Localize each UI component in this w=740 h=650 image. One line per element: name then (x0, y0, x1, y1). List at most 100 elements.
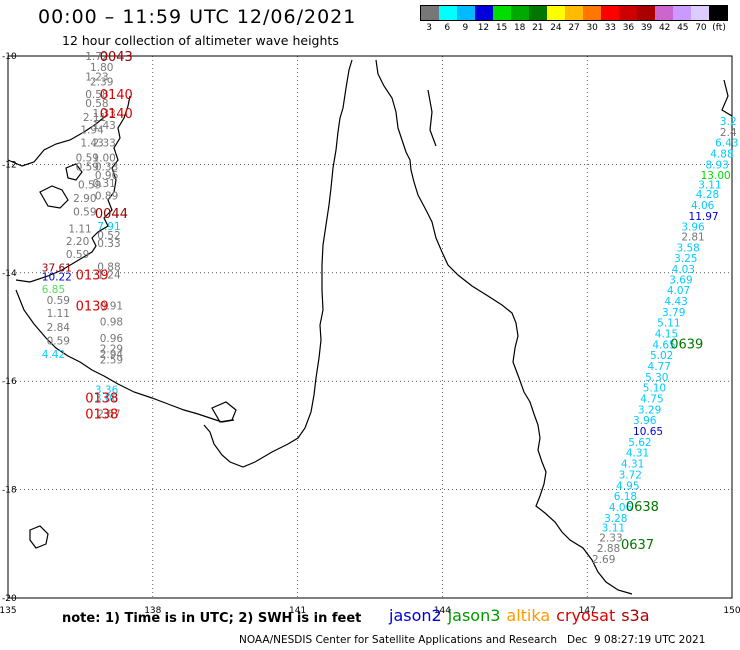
legend-bin-label: 21 (532, 23, 544, 33)
legend-colorbar (420, 5, 728, 21)
wave-height-value: 8.93 (705, 159, 728, 171)
pass-time-label: 0140 (100, 88, 133, 103)
wave-height-value: 0.89 (95, 190, 118, 202)
legend-swatch (709, 6, 727, 20)
wave-height-value: 0.59 (78, 179, 101, 191)
legend-swatch (619, 6, 637, 20)
pass-time-label: 0637 (621, 538, 654, 553)
wave-height-value: 3.11 (698, 179, 721, 191)
wave-height-value: 2.20 (66, 236, 89, 248)
wave-height-value: 3.79 (662, 307, 685, 319)
wave-height-value: 5.30 (645, 372, 668, 384)
lat-tick-label: -14 (2, 269, 17, 279)
wave-height-value: 1.24 (97, 269, 121, 281)
wave-height-value: 0.59 (47, 336, 70, 348)
lon-tick-label: 135 (0, 606, 17, 616)
wave-height-value: 0.59 (76, 152, 99, 164)
wave-height-value: 6.85 (42, 284, 65, 296)
wave-height-value: 2.33 (599, 532, 622, 544)
lon-tick-label: 141 (289, 606, 306, 616)
legend-bin-label: 45 (677, 23, 689, 33)
lon-tick-label: 138 (144, 606, 161, 616)
wave-height-value: 4.75 (640, 394, 663, 406)
wave-height-value: 3.58 (676, 242, 699, 254)
wave-height-value: 2.88 (597, 543, 620, 555)
wave-height-value: 0.59 (73, 207, 96, 219)
wave-height-value: 3.28 (604, 513, 627, 525)
satellite-key: jason2 jason3 altika cryosat s3a (389, 606, 656, 625)
legend-bin-label: 3 (426, 23, 432, 33)
wave-height-value: 0.33 (95, 162, 118, 174)
legend-swatch (547, 6, 565, 20)
island-3 (29, 525, 49, 549)
wave-height-value: 1.43 (92, 120, 115, 132)
wave-height-value: 2.67 (97, 409, 120, 421)
wave-height-value: 13.00 (701, 170, 731, 182)
wave-height-value: 0.58 (85, 98, 108, 110)
legend-swatch (511, 6, 529, 20)
wave-height-value: 1.23 (85, 72, 108, 84)
wave-values: 1.721.801.232.390.580.581.332.111.431.94… (42, 51, 739, 566)
legend-swatch (439, 6, 457, 20)
wave-height-value: 2.39 (90, 76, 113, 88)
wave-height-value: 4.95 (616, 480, 639, 492)
wave-height-value: 4.03 (672, 264, 695, 276)
lon-tick-label: 150 (723, 606, 740, 616)
pass-time-label: 0139 (76, 268, 109, 283)
wave-height-value: 4.06 (691, 200, 715, 212)
wave-height-value: 4.88 (710, 149, 733, 161)
wave-height-value: 2.29 (100, 344, 123, 356)
wave-height-value: 6.18 (614, 491, 637, 503)
legend-bin-label: 12 (477, 23, 490, 33)
wave-height-value: 1.43 (80, 138, 103, 150)
footer-note: note: 1) Time is in UTC; 2) SWH is in fe… (62, 611, 362, 626)
wave-height-value: 3.06 (95, 392, 119, 404)
legend-swatch (565, 6, 583, 20)
pacific-reef-1 (721, 79, 733, 117)
legend-bin-label: 39 (640, 23, 653, 33)
grid (7, 55, 733, 599)
legend-labels: 3 6 9 12 15 18 21 24 27 30 33 36 39 42 45 70 (ft) (420, 23, 728, 33)
wave-height-value: 3.11 (602, 523, 625, 535)
pass-time-label: 0138 (85, 408, 118, 423)
qld-east-coast (375, 59, 633, 595)
wave-height-value: 1.11 (68, 223, 91, 235)
legend-bin-label: 42 (658, 23, 671, 33)
wave-height-value: 3.72 (619, 469, 642, 481)
legend-swatch (475, 6, 493, 20)
wave-height-value: 0.88 (97, 261, 120, 273)
wave-height-value: 1.11 (47, 308, 70, 320)
pass-time-label: 0138 (85, 391, 118, 406)
wave-height-value: 4.31 (626, 448, 649, 460)
wave-height-value: 1.33 (92, 108, 115, 120)
wave-height-value: 0.59 (47, 295, 70, 307)
island-2 (65, 163, 83, 181)
wave-height-value: 0.33 (97, 238, 120, 250)
wave-height-value: 10.65 (633, 426, 663, 438)
wave-height-value: 7.91 (97, 221, 120, 233)
wave-height-value: 0.91 (100, 300, 123, 312)
legend-swatch (529, 6, 547, 20)
wave-height-value: 2.81 (681, 231, 704, 243)
island-4 (211, 401, 237, 423)
lon-tick-label: 147 (579, 606, 596, 616)
page-title: 00:00 – 11:59 UTC 12/06/2021 (38, 6, 357, 28)
wave-height-value: 2.90 (73, 193, 96, 205)
wave-height-value: 1.00 (92, 152, 115, 164)
wave-height-value: 0.98 (100, 317, 123, 329)
lat-tick-label: -12 (2, 160, 17, 170)
satellite-name: s3a (621, 606, 650, 625)
wave-height-value: 0.96 (95, 170, 119, 182)
legend-swatch (637, 6, 655, 20)
wave-height-value: 4.07 (667, 285, 690, 297)
legend-bin-label: (ft) (712, 23, 726, 33)
coastline (7, 59, 733, 595)
wave-height-value: 5.10 (643, 383, 666, 395)
wave-height-value: 3.69 (669, 274, 692, 286)
wave-height-value: 3.96 (633, 415, 657, 427)
wave-height-value: 2.33 (92, 138, 115, 150)
pass-time-label: 0043 (100, 50, 133, 65)
wave-height-value: 2.11 (83, 112, 106, 124)
wave-height-value: 0.58 (85, 89, 108, 101)
